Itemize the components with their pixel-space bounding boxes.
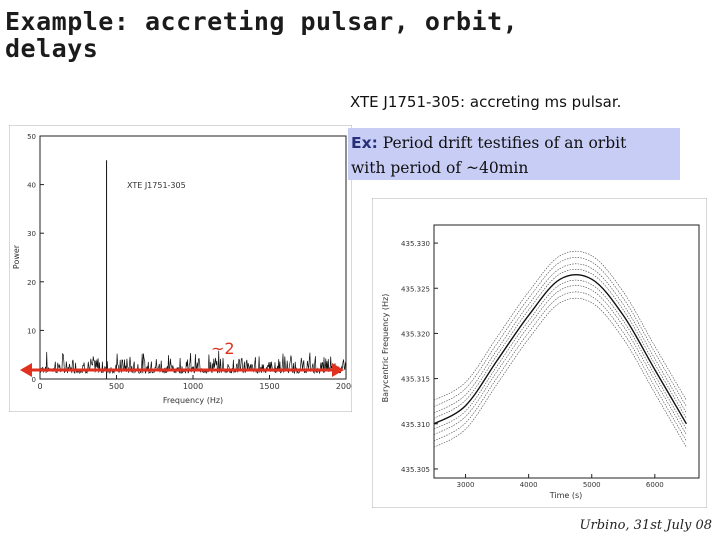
psd-x-tick-label: 1500 [259,382,279,391]
slide-title: Example: accreting pulsar, orbit, delays [5,8,715,62]
freq-x-tick-label: 6000 [646,481,664,489]
psd-x-tick-label: 1000 [183,382,203,391]
range-annotation: ~2 [211,339,235,358]
freq-x-tick-label: 4000 [520,481,538,489]
freq-y-axis-label: Barycentric Frequency (Hz) [381,294,390,403]
freq-x-axis-label: Time (s) [549,491,583,500]
freq-error-band-line [433,257,687,407]
freq-y-tick-label: 435.330 [401,240,430,248]
range-arrow-right-head [332,363,344,377]
example-text-line1: Period drift testifies of an orbit [382,134,627,152]
freq-fit-curve [433,274,688,425]
freq-y-tick-label: 435.320 [401,330,430,338]
freq-plot-frame [433,224,700,479]
freq-x-tick-label: 3000 [457,481,475,489]
psd-y-tick-label: 0 [32,376,36,384]
freq-error-band-line [433,269,687,419]
psd-chart-title: XTE J1751-305 [127,181,186,190]
freq-y-tick-label: 435.315 [401,376,430,384]
slide-footer: Urbino, 31st July 08 [580,518,712,533]
psd-y-tick-label: 40 [27,182,36,190]
freq-y-tick-label: 435.325 [401,285,430,293]
range-arrow-left-head [20,363,32,377]
psd-y-tick-label: 30 [27,230,36,238]
example-text: Ex: Period drift testifies of an orbit w… [351,131,626,181]
example-text-line2: with period of ~40min [351,159,529,177]
slide-title-line2: delays [5,34,99,63]
freq-x-tick-label: 5000 [583,481,601,489]
footer-text: Urbino, 31st July 08 [579,518,712,533]
slide-title-line1: Example: accreting pulsar, orbit, [5,7,519,36]
frequency-time-chart: 3000 4000 5000 6000 435.305 435.310 435.315 43… [372,198,707,508]
freq-error-band-line [433,263,687,414]
freq-error-band-line [433,250,687,401]
freq-error-band-line [433,285,687,435]
freq-error-band-line [433,297,687,448]
psd-y-tick-label: 10 [27,327,36,335]
freq-error-band-line [433,291,687,442]
psd-x-axis-label: Frequency (Hz) [163,396,223,405]
freq-y-tick-label: 435.305 [401,466,430,474]
example-box: Ex: Period drift testifies of an orbit w… [348,128,680,180]
psd-x-tick-label: 500 [109,382,124,391]
psd-y-tick-label: 50 [27,133,36,141]
freq-y-tick-label: 435.310 [401,421,430,429]
freq-error-band-line [433,279,687,430]
psd-x-tick-label: 0 [37,382,42,391]
psd-y-axis-label: Power [12,244,21,269]
example-label: Ex: [351,134,378,152]
psd-y-tick-label: 20 [27,279,36,287]
slide-subtitle: XTE J1751-305: accreting ms pulsar. [350,93,622,111]
